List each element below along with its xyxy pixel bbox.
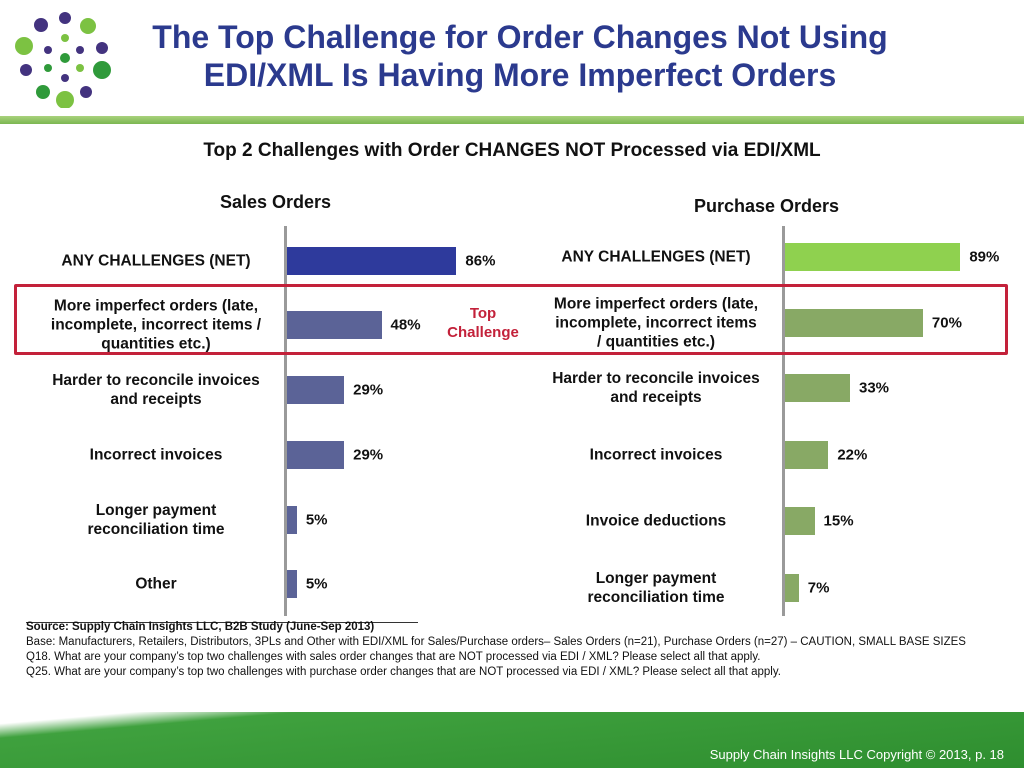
sales-category-label: ANY CHALLENGES (NET) (31, 252, 281, 271)
purchase-value-label: 70% (931, 314, 962, 332)
sales-value-label: 48% (390, 316, 421, 334)
sales-chart-title: Sales Orders (220, 192, 332, 212)
company-logo (15, 12, 111, 108)
sales-category-label: Longer payment reconciliation time (31, 501, 281, 539)
sales-bar (287, 441, 345, 469)
purchase-bar (785, 309, 923, 337)
top-challenge-label: Top Challenge (430, 304, 536, 342)
base-note: Base: Manufacturers, Retailers, Distribu… (26, 636, 966, 648)
category-label-line: Longer payment (595, 570, 717, 587)
purchase-category-label: Incorrect invoices (531, 446, 781, 465)
top-challenge-label-line-1: Top (469, 305, 497, 322)
purchase-bar (785, 243, 961, 271)
notes-divider (26, 622, 418, 623)
purchase-value-label: 7% (807, 579, 830, 597)
sales-value-label: 29% (353, 446, 384, 464)
category-label-line: incomplete, incorrect items / (50, 316, 262, 334)
purchase-chart-title: Purchase Orders (694, 196, 840, 216)
purchase-bar (785, 507, 815, 535)
category-label-line: Harder to reconcile invoices (552, 370, 760, 387)
category-label-line: Incorrect invoices (589, 446, 723, 464)
category-label-line: and receipts (610, 389, 702, 406)
sales-category-label: Other (31, 575, 281, 594)
title-line-1: The Top Challenge for Order Changes Not … (152, 19, 888, 55)
category-label-line: reconciliation time (87, 521, 225, 538)
chart-subtitle: Top 2 Challenges with Order CHANGES NOT … (203, 140, 821, 161)
purchase-category-label: Longer payment reconciliation time (531, 569, 781, 607)
purchase-chart-axis (782, 226, 785, 616)
category-label-line: More imperfect orders (late, (53, 297, 259, 315)
category-label-line: incomplete, incorrect items (555, 314, 757, 332)
category-label-line: Other (135, 575, 177, 593)
sales-value-label: 86% (465, 252, 496, 270)
q18-note: Q18. What are your company’s top two cha… (26, 651, 761, 663)
category-label-line: ANY CHALLENGES (NET) (561, 248, 751, 266)
purchase-value-label: 89% (969, 248, 1000, 266)
footer-band (0, 712, 1024, 768)
purchase-bar (785, 441, 829, 469)
category-label-line: ANY CHALLENGES (NET) (61, 252, 251, 270)
sales-category-label: Harder to reconcile invoices and receipts (31, 371, 281, 409)
category-label-line: More imperfect orders (late, (553, 295, 759, 313)
category-label-line: Incorrect invoices (89, 446, 223, 464)
purchase-category-label: Harder to reconcile invoices and receipts (531, 369, 781, 407)
sales-chart-axis (284, 226, 287, 616)
top-challenge-highlight (14, 284, 1008, 355)
category-label-line: reconciliation time (587, 589, 725, 606)
category-label-line: and receipts (110, 391, 202, 408)
sales-value-label: 5% (305, 575, 328, 593)
sales-value-label: 5% (305, 511, 328, 529)
purchase-category-label: More imperfect orders (late, incomplete, … (531, 295, 781, 352)
sales-category-label: Incorrect invoices (31, 446, 281, 465)
sales-bar (287, 506, 297, 534)
purchase-bar (785, 574, 799, 602)
top-challenge-label-line-2: Challenge (447, 324, 519, 341)
category-label-line: Harder to reconcile invoices (52, 372, 260, 389)
sales-category-label: More imperfect orders (late, incomplete, … (31, 297, 281, 354)
category-label-line: / quantities etc.) (597, 333, 715, 351)
title-line-2: EDI/XML Is Having More Imperfect Orders (203, 57, 837, 93)
sales-value-label: 29% (353, 381, 384, 399)
category-label-line: quantities etc.) (101, 335, 211, 353)
purchase-value-label: 15% (823, 512, 854, 530)
purchase-value-label: 33% (859, 379, 890, 397)
category-label-line: Invoice deductions (585, 512, 727, 530)
purchase-category-label: ANY CHALLENGES (NET) (531, 248, 781, 267)
sales-bar (287, 570, 297, 598)
footer-copyright: Supply Chain Insights LLC Copyright © 20… (709, 747, 1004, 762)
purchase-category-label: Invoice deductions (531, 512, 781, 531)
sales-bar (287, 247, 457, 275)
title-divider (0, 116, 1024, 124)
purchase-bar (785, 374, 850, 402)
purchase-value-label: 22% (837, 446, 868, 464)
source-note: Source: Supply Chain Insights LLC, B2B S… (26, 621, 375, 633)
category-label-line: Longer payment (95, 502, 217, 519)
slide-title: The Top Challenge for Order Changes Not … (120, 18, 920, 94)
footnotes: Source: Supply Chain Insights LLC, B2B S… (26, 620, 1011, 680)
sales-bar (287, 376, 345, 404)
q25-note: Q25. What are your company’s top two cha… (26, 666, 781, 678)
sales-bar (287, 311, 382, 339)
